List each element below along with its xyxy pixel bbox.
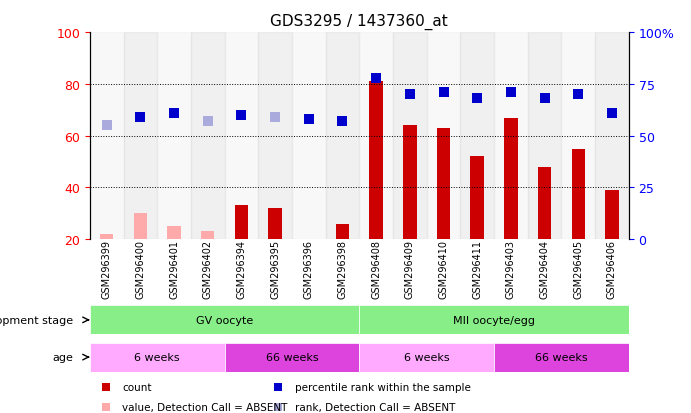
Bar xyxy=(370,82,383,240)
Bar xyxy=(292,33,325,240)
Bar xyxy=(167,227,181,240)
Text: GSM296394: GSM296394 xyxy=(236,240,247,299)
Title: GDS3295 / 1437360_at: GDS3295 / 1437360_at xyxy=(270,14,448,30)
Bar xyxy=(460,33,494,240)
Text: rank, Detection Call = ABSENT: rank, Detection Call = ABSENT xyxy=(294,402,455,413)
Text: GSM296410: GSM296410 xyxy=(439,240,448,299)
Text: GSM296402: GSM296402 xyxy=(202,240,213,299)
Text: GSM296406: GSM296406 xyxy=(607,240,617,299)
Text: GSM296409: GSM296409 xyxy=(405,240,415,299)
Bar xyxy=(336,224,349,240)
Text: age: age xyxy=(52,352,73,362)
FancyBboxPatch shape xyxy=(359,343,494,372)
Text: 6 weeks: 6 weeks xyxy=(134,352,180,362)
Text: GV oocyte: GV oocyte xyxy=(196,315,253,325)
FancyBboxPatch shape xyxy=(90,306,359,335)
Bar xyxy=(426,33,460,240)
Text: GSM296408: GSM296408 xyxy=(371,240,381,299)
Text: 66 weeks: 66 weeks xyxy=(265,352,319,362)
Bar xyxy=(359,33,393,240)
Bar xyxy=(504,118,518,240)
Bar xyxy=(157,33,191,240)
Bar xyxy=(393,33,426,240)
Text: GSM296400: GSM296400 xyxy=(135,240,145,299)
Text: 6 weeks: 6 weeks xyxy=(404,352,450,362)
Text: count: count xyxy=(122,382,151,392)
Bar xyxy=(403,126,417,240)
Bar xyxy=(528,33,561,240)
Bar xyxy=(258,33,292,240)
Bar xyxy=(437,128,451,240)
Bar xyxy=(235,206,248,240)
Bar xyxy=(124,33,157,240)
Text: GSM296401: GSM296401 xyxy=(169,240,179,299)
Bar xyxy=(100,235,113,240)
Text: value, Detection Call = ABSENT: value, Detection Call = ABSENT xyxy=(122,402,287,413)
FancyBboxPatch shape xyxy=(225,343,359,372)
Bar xyxy=(268,209,282,240)
Bar xyxy=(201,232,214,240)
Text: development stage: development stage xyxy=(0,315,73,325)
Text: percentile rank within the sample: percentile rank within the sample xyxy=(294,382,471,392)
Bar xyxy=(90,33,124,240)
Bar xyxy=(571,149,585,240)
Bar xyxy=(471,157,484,240)
Bar xyxy=(538,167,551,240)
Text: GSM296411: GSM296411 xyxy=(472,240,482,299)
Text: GSM296405: GSM296405 xyxy=(574,240,583,299)
Bar xyxy=(191,33,225,240)
Text: 66 weeks: 66 weeks xyxy=(535,352,588,362)
Bar xyxy=(133,214,147,240)
Text: GSM296404: GSM296404 xyxy=(540,240,549,299)
Bar xyxy=(561,33,595,240)
Text: GSM296403: GSM296403 xyxy=(506,240,516,299)
Text: MII oocyte/egg: MII oocyte/egg xyxy=(453,315,535,325)
Bar xyxy=(225,33,258,240)
Text: GSM296395: GSM296395 xyxy=(270,240,280,299)
Bar xyxy=(595,33,629,240)
FancyBboxPatch shape xyxy=(494,343,629,372)
FancyBboxPatch shape xyxy=(90,343,225,372)
FancyBboxPatch shape xyxy=(359,306,629,335)
Text: GSM296398: GSM296398 xyxy=(337,240,348,299)
Bar xyxy=(605,190,618,240)
Bar xyxy=(494,33,528,240)
Text: GSM296396: GSM296396 xyxy=(304,240,314,299)
Bar xyxy=(325,33,359,240)
Text: GSM296399: GSM296399 xyxy=(102,240,112,299)
